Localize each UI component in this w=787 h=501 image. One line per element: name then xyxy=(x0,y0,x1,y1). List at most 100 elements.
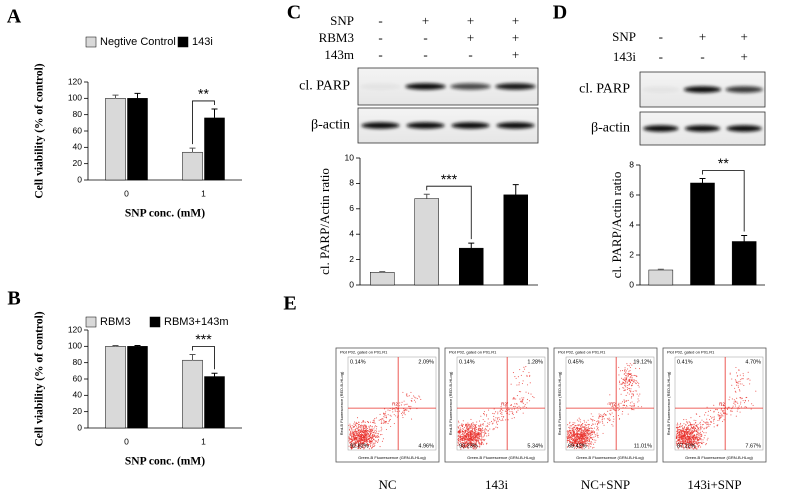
event-dot xyxy=(570,444,572,446)
event-dot xyxy=(461,430,464,432)
event-dot xyxy=(460,439,462,441)
event-dot xyxy=(476,433,478,435)
event-dot xyxy=(374,445,376,447)
event-dot xyxy=(630,376,632,378)
event-dot xyxy=(358,430,360,432)
event-dot xyxy=(351,442,353,444)
event-dot xyxy=(466,433,468,435)
event-dot xyxy=(571,431,573,433)
event-dot xyxy=(353,444,355,446)
event-dot xyxy=(369,425,371,427)
event-dot xyxy=(471,432,473,434)
event-dot xyxy=(627,375,629,378)
event-dot xyxy=(371,425,373,427)
event-dot xyxy=(687,435,689,437)
event-dot xyxy=(619,388,621,390)
event-dot xyxy=(629,380,631,382)
event-dot xyxy=(368,441,370,444)
x-tick-label: 0 xyxy=(124,436,129,446)
event-dot xyxy=(463,431,466,433)
event-dot xyxy=(496,420,498,422)
event-dot xyxy=(634,390,636,392)
gate-label: R2 xyxy=(719,401,725,406)
event-dot xyxy=(738,381,740,383)
event-dot xyxy=(568,434,570,436)
event-dot xyxy=(470,423,472,425)
bar xyxy=(105,346,126,429)
event-dot xyxy=(470,418,472,421)
event-dot xyxy=(461,433,463,436)
event-dot xyxy=(473,435,475,437)
event-dot xyxy=(465,430,467,432)
event-dot xyxy=(414,401,417,403)
event-dot xyxy=(461,442,463,444)
event-dot xyxy=(697,427,699,429)
event-dot xyxy=(752,404,754,406)
event-dot xyxy=(677,424,679,426)
event-dot xyxy=(687,438,689,440)
event-dot xyxy=(587,435,589,437)
bar xyxy=(182,151,203,181)
event-dot xyxy=(733,399,735,401)
event-dot xyxy=(578,431,580,433)
event-dot xyxy=(682,445,684,447)
event-dot xyxy=(701,419,703,421)
event-dot xyxy=(572,445,574,447)
event-dot xyxy=(743,402,746,404)
event-dot xyxy=(361,436,363,438)
event-dot xyxy=(691,427,694,429)
event-dot xyxy=(366,442,368,445)
y-axis-title: Red-B Fluorescence (RED-B-HLog) xyxy=(339,371,344,435)
event-dot xyxy=(728,399,730,401)
event-dot xyxy=(518,384,520,386)
event-dot xyxy=(638,395,640,397)
event-dot xyxy=(464,443,466,445)
event-dot xyxy=(516,411,518,413)
error-bar xyxy=(112,345,119,347)
event-dot xyxy=(472,445,474,447)
event-dot xyxy=(349,446,351,448)
event-dot xyxy=(622,404,624,407)
event-dot xyxy=(479,446,481,448)
event-dot xyxy=(360,433,363,435)
event-dot xyxy=(472,446,474,448)
event-dot xyxy=(463,433,466,435)
event-dot xyxy=(483,412,485,415)
event-dot xyxy=(573,431,575,433)
event-dot xyxy=(473,425,475,427)
event-dot xyxy=(598,422,600,424)
event-dot xyxy=(510,383,512,385)
event-dot xyxy=(705,426,707,428)
event-dot xyxy=(708,419,711,421)
event-dot xyxy=(375,440,377,442)
event-dot xyxy=(359,424,361,426)
event-dot xyxy=(622,383,624,385)
event-dot xyxy=(377,436,379,438)
blot-band xyxy=(683,86,722,93)
event-dot xyxy=(586,440,588,442)
event-dot xyxy=(573,440,575,442)
event-dot xyxy=(470,430,472,432)
event-dot xyxy=(689,441,691,443)
event-dot xyxy=(510,404,512,406)
event-dot xyxy=(614,404,616,406)
event-dot xyxy=(574,437,576,439)
event-dot xyxy=(636,375,638,377)
event-dot xyxy=(627,392,629,394)
event-dot xyxy=(350,432,352,435)
event-dot xyxy=(576,419,578,421)
event-dot xyxy=(504,410,506,412)
event-dot xyxy=(464,438,466,440)
event-dot xyxy=(348,439,350,441)
event-dot xyxy=(568,431,570,433)
event-dot xyxy=(383,413,385,415)
event-dot xyxy=(477,435,479,437)
event-dot xyxy=(695,425,698,427)
event-dot xyxy=(602,422,604,424)
event-dot xyxy=(720,412,722,414)
error-bar xyxy=(134,92,141,99)
event-dot xyxy=(389,414,391,416)
event-dot xyxy=(713,422,715,424)
event-dot xyxy=(586,430,588,432)
event-dot xyxy=(518,405,520,407)
